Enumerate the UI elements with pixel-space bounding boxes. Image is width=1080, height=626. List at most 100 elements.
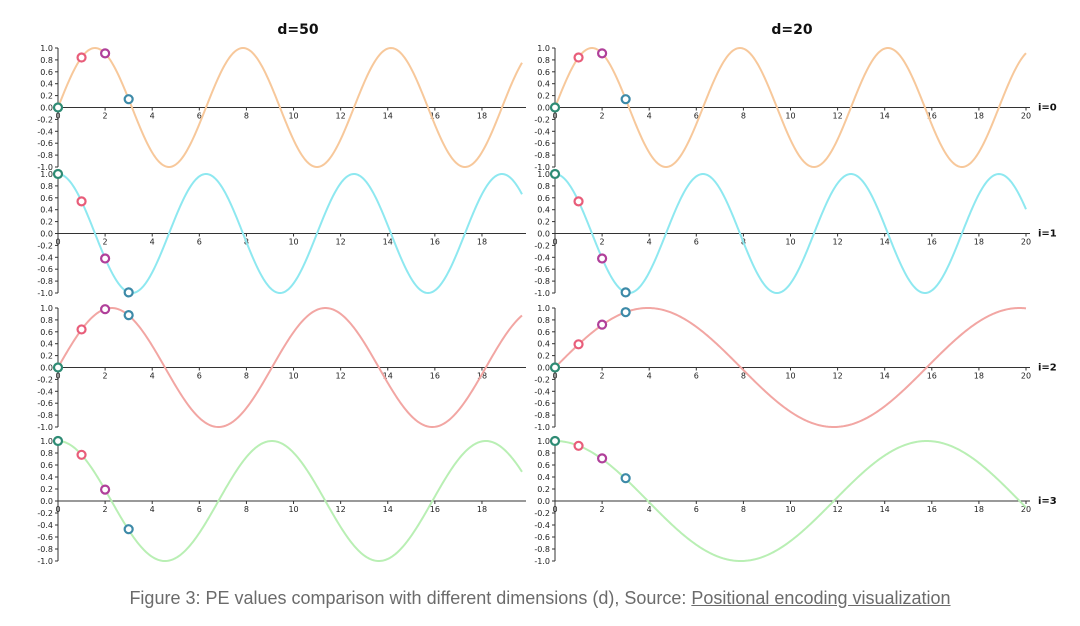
panel-d50-i0-ytick-label: 0.0 [40, 104, 53, 113]
panel-d50-i2-xtick-label: 12 [336, 372, 346, 381]
panel-d50-i0-ytick-label: 0.8 [40, 56, 53, 65]
panel-d20-i3-ytick-label: -0.4 [534, 521, 550, 530]
panel-d50-i0-xtick-label: 16 [430, 112, 440, 121]
panel-d50-i2-xtick-label: 14 [383, 372, 393, 381]
column-title-d-50: d=50 [277, 22, 318, 38]
panel-d50-i0-ytick-label: -0.2 [37, 115, 53, 124]
panel-d20-i1-ytick-label: -0.6 [534, 265, 550, 274]
panel-d20-i3-xtick-label: 16 [927, 505, 937, 514]
panel-d50-i0-xtick-label: 0 [55, 112, 60, 121]
panel-d20-i1-xtick-label: 0 [552, 238, 557, 247]
panel-d50-i3-curve [57, 439, 523, 563]
panel-d20-i2-xtick-label: 10 [785, 372, 795, 381]
row-label-i1: i=1 [1038, 229, 1057, 240]
panel-d20-i2-ytick-label: -0.4 [534, 387, 550, 396]
panel-d50-i0-ytick-label: -0.4 [37, 127, 53, 136]
caption-text: Figure 3: PE values comparison with diff… [129, 588, 692, 608]
panel-d50-i0-ytick-label: 0.2 [40, 92, 53, 101]
panel-d20-i0-ytick-label: 1.0 [537, 44, 550, 53]
panel-d50-i2-ytick-label: 0.8 [40, 316, 53, 325]
panel-d20-i1-ytick-label: 1.0 [537, 170, 550, 179]
panel-d20-i0-ytick-label: 0.6 [537, 68, 550, 77]
panel-d20-i1-xtick-label: 6 [694, 238, 699, 247]
panel-d20-i0-xtick-label: 4 [647, 112, 652, 121]
panel-d50-i0-marker-pos0 [52, 102, 64, 113]
panel-d50-i1-ytick-label: -0.8 [37, 277, 53, 286]
panel-d50-i3-xtick-label: 12 [336, 505, 346, 514]
panel-d50-i0-xtick-label: 10 [288, 112, 298, 121]
panel-d50-i2-xtick-label: 6 [197, 372, 202, 381]
panel-d50-i2-ytick-label: -0.2 [37, 375, 53, 384]
figure-caption: Figure 3: PE values comparison with diff… [0, 588, 1080, 609]
panel-d20-i1-xtick-label: 18 [974, 238, 984, 247]
panel-d50-i2-ytick-label: 0.4 [40, 340, 53, 349]
panel-d20-i3-xtick-label: 4 [647, 505, 652, 514]
panel-d20-i0-xtick-label: 20 [1021, 112, 1031, 121]
panel-d20-i2-xtick-label: 6 [694, 372, 699, 381]
panel-d20-i0-marker-pos3 [620, 94, 631, 105]
panel-d20-i1-ytick-label: -0.8 [534, 277, 550, 286]
panel-d20-i2-ytick-label: -0.6 [534, 399, 550, 408]
panel-d50-i3-xtick-label: 6 [197, 505, 202, 514]
panel-d20-i2-xtick-label: 12 [833, 372, 843, 381]
panel-d20-i0-xtick-label: 2 [600, 112, 605, 121]
row-label-i0: i=0 [1038, 103, 1057, 114]
panel-d20-i0-xtick-label: 18 [974, 112, 984, 121]
panel-d50-i2-xtick-label: 4 [150, 372, 155, 381]
panel-d50-i1-xtick-label: 10 [288, 238, 298, 247]
panel-d50-i1-marker-pos1 [76, 196, 87, 207]
panel-d50-i3-marker-pos2 [100, 484, 111, 495]
panel-d50-i3-xtick-label: 16 [430, 505, 440, 514]
panel-d50-i1-marker-pos3 [123, 287, 134, 298]
panel-d50-i1-ytick-label: 0.2 [40, 218, 53, 227]
panel-d50-i0-ytick-label: -0.8 [37, 151, 53, 160]
panel-d50-i1-xtick-label: 14 [383, 238, 393, 247]
panel-d20-i0-ytick-label: -0.2 [534, 115, 550, 124]
panel-d20-i0-ytick-label: -0.8 [534, 151, 550, 160]
panel-d50-i3-ytick-label: -0.2 [37, 509, 53, 518]
panel-d20-i3-ytick-label: 0.6 [537, 461, 550, 470]
panel-d50-i2-ytick-label: 1.0 [40, 304, 53, 313]
panel-d50-i2-marker-pos3 [123, 310, 134, 321]
panel-d20-i0-ytick-label: -0.4 [534, 127, 550, 136]
panel-d20-i2-curve [554, 306, 1027, 429]
panel-d50-i0-xtick-label: 8 [244, 112, 249, 121]
panel-d50-i0-ytick-label: -0.6 [37, 139, 53, 148]
source-link[interactable]: Positional encoding visualization [691, 588, 951, 608]
pe-chart: d=50 d=20 1.0 0.8 0.6 0.4 0.2 0.0 -0.2 -0.4 -0.6 -0… [37, 22, 1057, 566]
panel-d20-i2-marker-pos2 [596, 319, 608, 330]
panel-d20-i3-ytick-label: -0.6 [534, 533, 550, 542]
panel-d20-i2-ytick-label: -0.8 [534, 411, 550, 420]
panel-d20-i1-ytick-label: -1.0 [534, 289, 550, 298]
panel-d20-i1-ytick-label: 0.8 [537, 182, 550, 191]
panel-d50-i0-ytick-label: 1.0 [40, 44, 53, 53]
panel-d20-i3-ytick-label: -1.0 [534, 557, 550, 566]
panel-d50-i0-ytick-label: 0.6 [40, 68, 53, 77]
panel-d50-i2-xtick-label: 8 [244, 372, 249, 381]
panel-d50-i3-ytick-label: -0.6 [37, 533, 53, 542]
panel-d50-i2-ytick-label: 0.0 [40, 364, 53, 373]
panel-d20-i2-xtick-label: 18 [974, 372, 984, 381]
panel-d20-i2-marker-pos1 [573, 339, 584, 350]
panel-d20-i3-xtick-label: 20 [1021, 505, 1031, 514]
panel-d20-i3-marker-pos3 [620, 473, 631, 484]
panel-d50-i1-marker-pos0 [52, 168, 64, 180]
panel-d20-i2-marker-pos3 [620, 307, 631, 318]
panel-d50-i1-xtick-label: 2 [103, 238, 108, 247]
panel-d50-i3-xtick-label: 2 [103, 505, 108, 514]
panel-d20-i1-marker-pos0 [549, 168, 561, 180]
panel-d50-i3-xtick-label: 8 [244, 505, 249, 514]
panel-d20-i0-ytick-label: 0.8 [537, 56, 550, 65]
panel-d50-i2-ytick-label: 0.2 [40, 352, 53, 361]
panel-d50-i3-ytick-label: 0.0 [40, 497, 53, 506]
panel-d20-i2-xtick-label: 14 [880, 372, 890, 381]
panel-d20-i3-xtick-label: 14 [880, 505, 890, 514]
panel-d20-i2-ytick-label: 0.0 [537, 364, 550, 373]
panel-d50-i3-ytick-label: -0.4 [37, 521, 53, 530]
panel-d50-i3-marker-pos1 [76, 449, 87, 460]
panel-d50-i1-xtick-label: 12 [336, 238, 346, 247]
panel-d50-i3-xtick-label: 10 [288, 505, 298, 514]
panel-d20-i3-ytick-label: 0.8 [537, 449, 550, 458]
panel-d50-i3-ytick-label: -1.0 [37, 557, 53, 566]
panel-d50-i0-xtick-label: 2 [103, 112, 108, 121]
